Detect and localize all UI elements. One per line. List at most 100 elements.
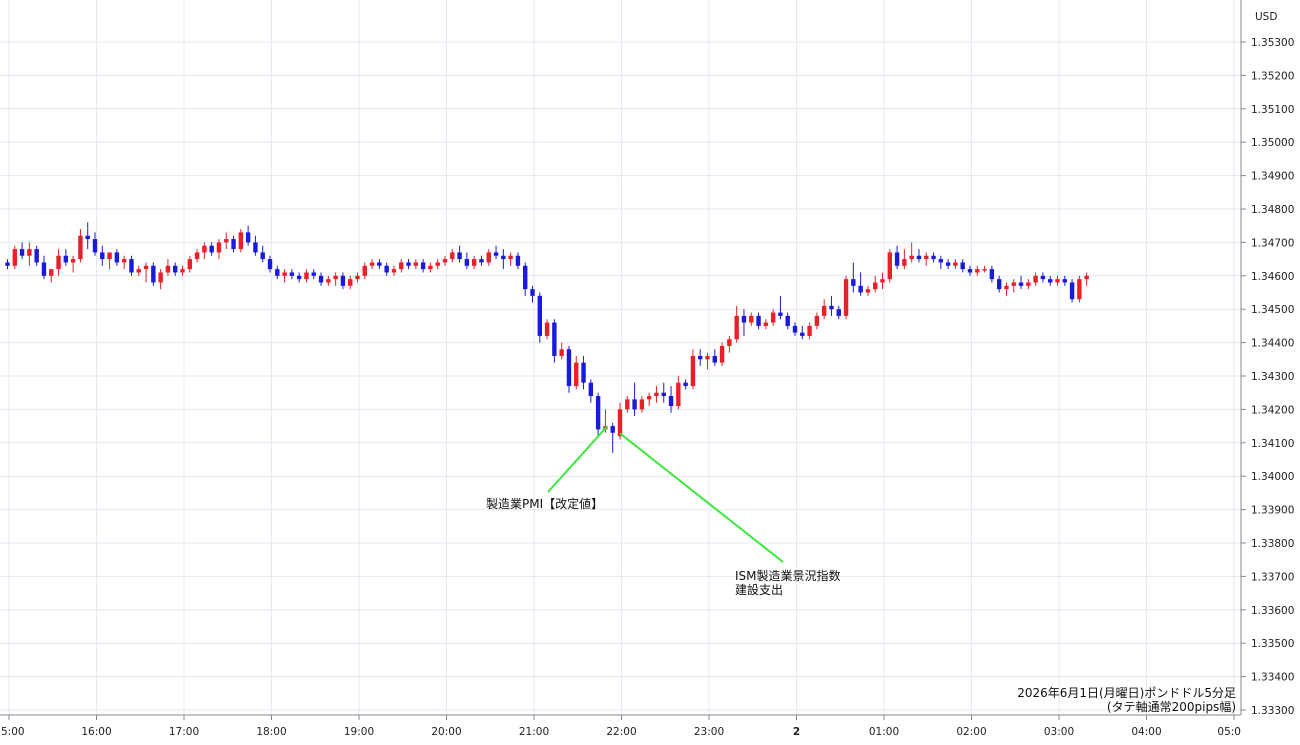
- candle-body: [391, 269, 397, 273]
- candle-body: [690, 355, 696, 387]
- candle-body: [1018, 282, 1024, 286]
- time-tick-label: 2: [793, 726, 800, 738]
- candle: [719, 342, 725, 366]
- candle: [41, 255, 47, 280]
- candle: [595, 392, 601, 437]
- candle-body: [56, 255, 61, 270]
- candle: [1055, 275, 1060, 286]
- candle-body: [1040, 275, 1046, 280]
- candle: [282, 269, 287, 283]
- candle: [727, 335, 732, 353]
- candle-body: [70, 259, 76, 263]
- candle: [632, 382, 637, 417]
- candle-body: [406, 262, 411, 266]
- time-tick-label: 04:00: [1131, 726, 1161, 738]
- price-tick-label: 1.33500: [1251, 638, 1294, 650]
- candle-body: [610, 426, 615, 433]
- candle: [821, 299, 827, 320]
- candle-body: [114, 252, 120, 263]
- candle-body: [1084, 275, 1089, 280]
- annotation-ism: ISM製造業景況指数: [735, 568, 841, 583]
- candle: [712, 349, 717, 366]
- time-tick-label: 03:00: [1044, 726, 1074, 738]
- candle-body: [1004, 285, 1009, 290]
- time-axis-ticks: 5:00 16:00 17:00 18:00 19:00 20:00 21:00 22:00 2…: [1, 715, 1241, 738]
- price-tick-label: 1.34700: [1251, 237, 1294, 249]
- candle-body: [1048, 279, 1053, 283]
- candle-body: [800, 332, 805, 336]
- candle-body: [851, 279, 856, 286]
- candle-body: [734, 315, 739, 340]
- candle-body: [340, 275, 346, 286]
- candle: [639, 396, 645, 413]
- price-tick-label: 1.34900: [1251, 171, 1294, 183]
- candle: [143, 262, 149, 283]
- candle: [493, 245, 499, 260]
- candle-body: [289, 272, 295, 276]
- candle: [27, 242, 32, 266]
- candle-body: [238, 232, 244, 250]
- price-tick-label: 1.35300: [1251, 37, 1294, 49]
- candle: [136, 265, 141, 276]
- candle: [471, 255, 477, 270]
- candle-body: [617, 409, 623, 437]
- time-tick-label: 21:00: [519, 726, 549, 738]
- candle-body: [785, 315, 790, 326]
- candle: [945, 259, 951, 270]
- time-tick-label: 20:00: [431, 726, 461, 738]
- candle: [391, 265, 397, 276]
- candle-body: [369, 262, 375, 266]
- time-tick-label: 16:00: [81, 726, 111, 738]
- candle-body: [523, 265, 528, 290]
- candle: [800, 325, 805, 340]
- candle: [654, 386, 659, 403]
- candle: [435, 259, 440, 270]
- candle-body: [552, 322, 557, 356]
- candle: [1048, 275, 1053, 286]
- candle-body: [165, 265, 171, 273]
- candle-body: [187, 259, 192, 270]
- candle: [698, 349, 703, 366]
- candle-body: [224, 239, 229, 243]
- candle-body: [202, 245, 207, 253]
- candle-body: [537, 295, 542, 336]
- candle: [165, 259, 171, 276]
- candle: [19, 242, 25, 260]
- candle-body: [194, 252, 200, 260]
- candle-body: [924, 255, 929, 260]
- candle-body: [894, 252, 900, 266]
- candle: [501, 249, 506, 270]
- candle: [224, 232, 229, 250]
- candle-body: [719, 345, 725, 363]
- candle: [194, 249, 200, 263]
- grid-lines: [0, 0, 1241, 715]
- price-tick-label: 1.33400: [1251, 672, 1294, 684]
- candle-body: [756, 315, 761, 326]
- candle: [1077, 275, 1082, 303]
- candle: [770, 309, 776, 326]
- candle-body: [420, 262, 426, 270]
- candle-body: [5, 262, 10, 266]
- candle-body: [282, 272, 287, 276]
- candle-body: [49, 269, 54, 276]
- candle-body: [763, 322, 769, 326]
- candle: [530, 285, 535, 303]
- candle-body: [245, 232, 251, 243]
- candle-body: [85, 235, 90, 240]
- candle-body: [829, 305, 834, 310]
- candle: [953, 259, 958, 270]
- candle: [114, 249, 120, 266]
- candle-body: [887, 252, 892, 280]
- candle-body: [654, 392, 659, 397]
- candle-body: [1026, 282, 1031, 286]
- candle: [231, 235, 236, 253]
- candle-body: [778, 312, 783, 316]
- candle: [996, 275, 1002, 293]
- candle: [690, 349, 696, 390]
- candle-body: [858, 285, 863, 293]
- candle: [413, 259, 419, 270]
- candle-body: [136, 269, 141, 273]
- candle: [340, 272, 346, 290]
- candle-body: [1011, 282, 1016, 286]
- candle: [858, 272, 863, 296]
